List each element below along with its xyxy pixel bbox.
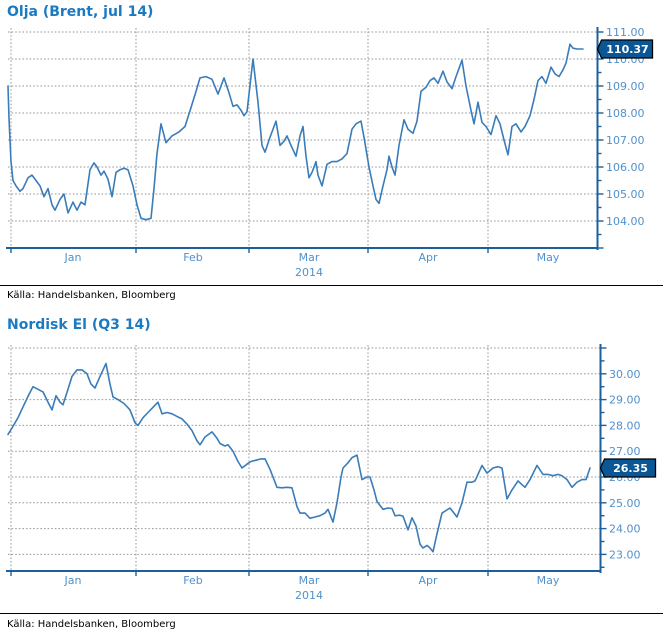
y-tick-label: 23.00 [609, 548, 641, 561]
oil-chart-group: 111.00110.00109.00108.00107.00106.00105.… [6, 26, 654, 279]
y-tick-label: 105.00 [606, 188, 645, 201]
month-label: Feb [183, 574, 202, 587]
el-chart-group: 30.0029.0028.0027.0026.0025.0024.0023.00… [6, 344, 657, 602]
last-value-badge: 26.35 [599, 458, 657, 478]
last-value-badge: 110.37 [596, 39, 654, 59]
year-label: 2014 [295, 589, 323, 602]
separator [0, 285, 663, 286]
y-tick-label: 29.00 [609, 394, 641, 407]
month-label: Mar [299, 251, 320, 264]
y-tick-label: 30.00 [609, 368, 641, 381]
price-line [7, 362, 591, 553]
badge-shape [596, 39, 654, 59]
el-chart-title: Nordisk El (Q3 14) [7, 317, 151, 333]
badge-value: 26.35 [613, 462, 648, 475]
y-tick-label: 28.00 [609, 419, 641, 432]
badge-value: 110.37 [606, 43, 648, 56]
source-note: Källa: Handelsbanken, Bloomberg [7, 290, 176, 301]
y-tick-label: 107.00 [606, 134, 645, 147]
source-note: Källa: Handelsbanken, Bloomberg [7, 619, 176, 630]
month-label: Jan [64, 251, 82, 264]
month-label: Feb [183, 251, 202, 264]
oil-chart-title: Olja (Brent, jul 14) [7, 4, 154, 20]
month-label: May [537, 251, 560, 264]
price-line [7, 43, 584, 221]
y-tick-label: 108.00 [606, 107, 645, 120]
y-tick-label: 109.00 [606, 80, 645, 93]
year-label: 2014 [295, 266, 323, 279]
badge-shape [599, 458, 657, 478]
y-tick-label: 111.00 [606, 26, 645, 39]
separator [0, 613, 663, 614]
y-tick-label: 27.00 [609, 445, 641, 458]
month-label: May [537, 574, 560, 587]
month-label: Jan [64, 574, 82, 587]
month-label: Mar [299, 574, 320, 587]
y-tick-label: 104.00 [606, 215, 645, 228]
month-label: Apr [418, 251, 438, 264]
y-tick-label: 106.00 [606, 161, 645, 174]
y-tick-label: 24.00 [609, 523, 641, 536]
y-tick-label: 25.00 [609, 497, 641, 510]
month-label: Apr [418, 574, 438, 587]
